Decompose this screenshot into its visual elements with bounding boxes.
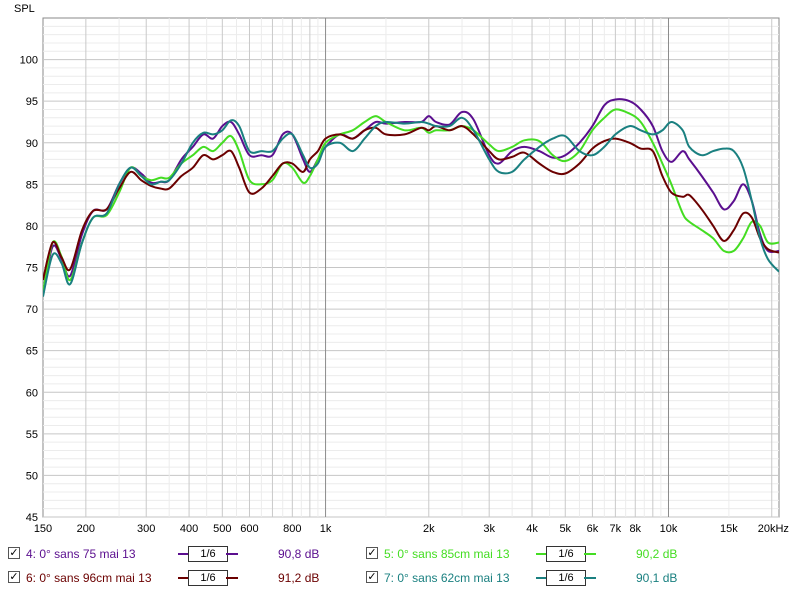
x-tick-label: 5k [559, 523, 571, 535]
x-tick-label: 600 [240, 523, 258, 535]
series-line-2 [43, 108, 779, 293]
x-tick-label: 300 [137, 523, 155, 535]
y-tick-label: 75 [26, 263, 38, 275]
x-tick-label: 150 [34, 523, 52, 535]
x-tick-label: 400 [180, 523, 198, 535]
series-visibility-checkbox[interactable]: ✓ [366, 571, 378, 583]
series-visibility-checkbox[interactable]: ✓ [8, 547, 20, 559]
legend-series-name: 6: 0° sans 96cm mai 13 [26, 571, 152, 585]
y-tick-label: 85 [26, 179, 38, 191]
series-lines [43, 98, 779, 297]
legend-line-swatch [536, 553, 548, 555]
x-tick-label: 10k [660, 523, 678, 535]
x-tick-label: 3k [483, 523, 495, 535]
legend-average-value: 90,1 dB [636, 571, 678, 585]
legend-line-swatch [584, 553, 596, 555]
legend-item: ✓ 7: 0° sans 62cm mai 13 1/6 90,1 dB [358, 569, 708, 589]
x-tick-label: 15k [720, 523, 738, 535]
smoothing-selector[interactable]: 1/6 [188, 570, 228, 586]
y-tick-label: 45 [26, 512, 38, 524]
y-tick-label: 95 [26, 96, 38, 108]
y-tick-label: 90 [26, 138, 38, 150]
y-axis-label: SPL [14, 3, 35, 15]
y-tick-label: 55 [26, 429, 38, 441]
x-tick-label: 20kHz [758, 523, 789, 535]
y-tick-label: 65 [26, 346, 38, 358]
x-tick-label: 200 [77, 523, 95, 535]
legend-line-swatch [178, 553, 190, 555]
y-tick-label: 70 [26, 304, 38, 316]
smoothing-selector[interactable]: 1/6 [546, 546, 586, 562]
x-tick-label: 2k [423, 523, 435, 535]
legend-line-swatch [226, 577, 238, 579]
x-tick-label: 7k [610, 523, 622, 535]
series-line-4 [43, 116, 779, 297]
legend-item: ✓ 5: 0° sans 85cm mai 13 1/6 90,2 dB [358, 545, 708, 565]
x-tick-label: 8k [629, 523, 641, 535]
legend-series-name: 4: 0° sans 75 mai 13 [26, 547, 136, 561]
x-tick-label: 6k [587, 523, 599, 535]
x-tick-label: 800 [283, 523, 301, 535]
smoothing-selector[interactable]: 1/6 [546, 570, 586, 586]
smoothing-selector[interactable]: 1/6 [188, 546, 228, 562]
legend-series-name: 5: 0° sans 85cm mai 13 [384, 547, 510, 561]
y-tick-label: 80 [26, 221, 38, 233]
legend-line-swatch [226, 553, 238, 555]
legend-line-swatch [584, 577, 596, 579]
legend-line-swatch [178, 577, 190, 579]
legend-average-value: 90,2 dB [636, 547, 678, 561]
grid [43, 18, 779, 518]
series-visibility-checkbox[interactable]: ✓ [366, 547, 378, 559]
y-axis-tick-labels: 45 50 55 60 65 70 75 80 85 90 95 100 [20, 55, 38, 524]
x-tick-label: 500 [213, 523, 231, 535]
legend-series-name: 7: 0° sans 62cm mai 13 [384, 571, 510, 585]
y-tick-label: 50 [26, 470, 38, 482]
y-tick-label: 100 [20, 55, 38, 67]
legend-average-value: 91,2 dB [278, 571, 320, 585]
x-tick-label: 1k [320, 523, 332, 535]
x-tick-label: 4k [526, 523, 538, 535]
legend-item: ✓ 6: 0° sans 96cm mai 13 1/6 91,2 dB [0, 569, 350, 589]
series-line-3 [43, 125, 779, 281]
legend-average-value: 90,8 dB [278, 547, 320, 561]
legend-item: ✓ 4: 0° sans 75 mai 13 1/6 90,8 dB [0, 545, 350, 565]
series-visibility-checkbox[interactable]: ✓ [8, 571, 20, 583]
legend-line-swatch [536, 577, 548, 579]
x-axis-tick-labels: 150 200 300 400 500 600 800 1k 2k 3k 4k 5k 6k 7k 8k 10k… [34, 523, 789, 535]
y-tick-label: 60 [26, 387, 38, 399]
